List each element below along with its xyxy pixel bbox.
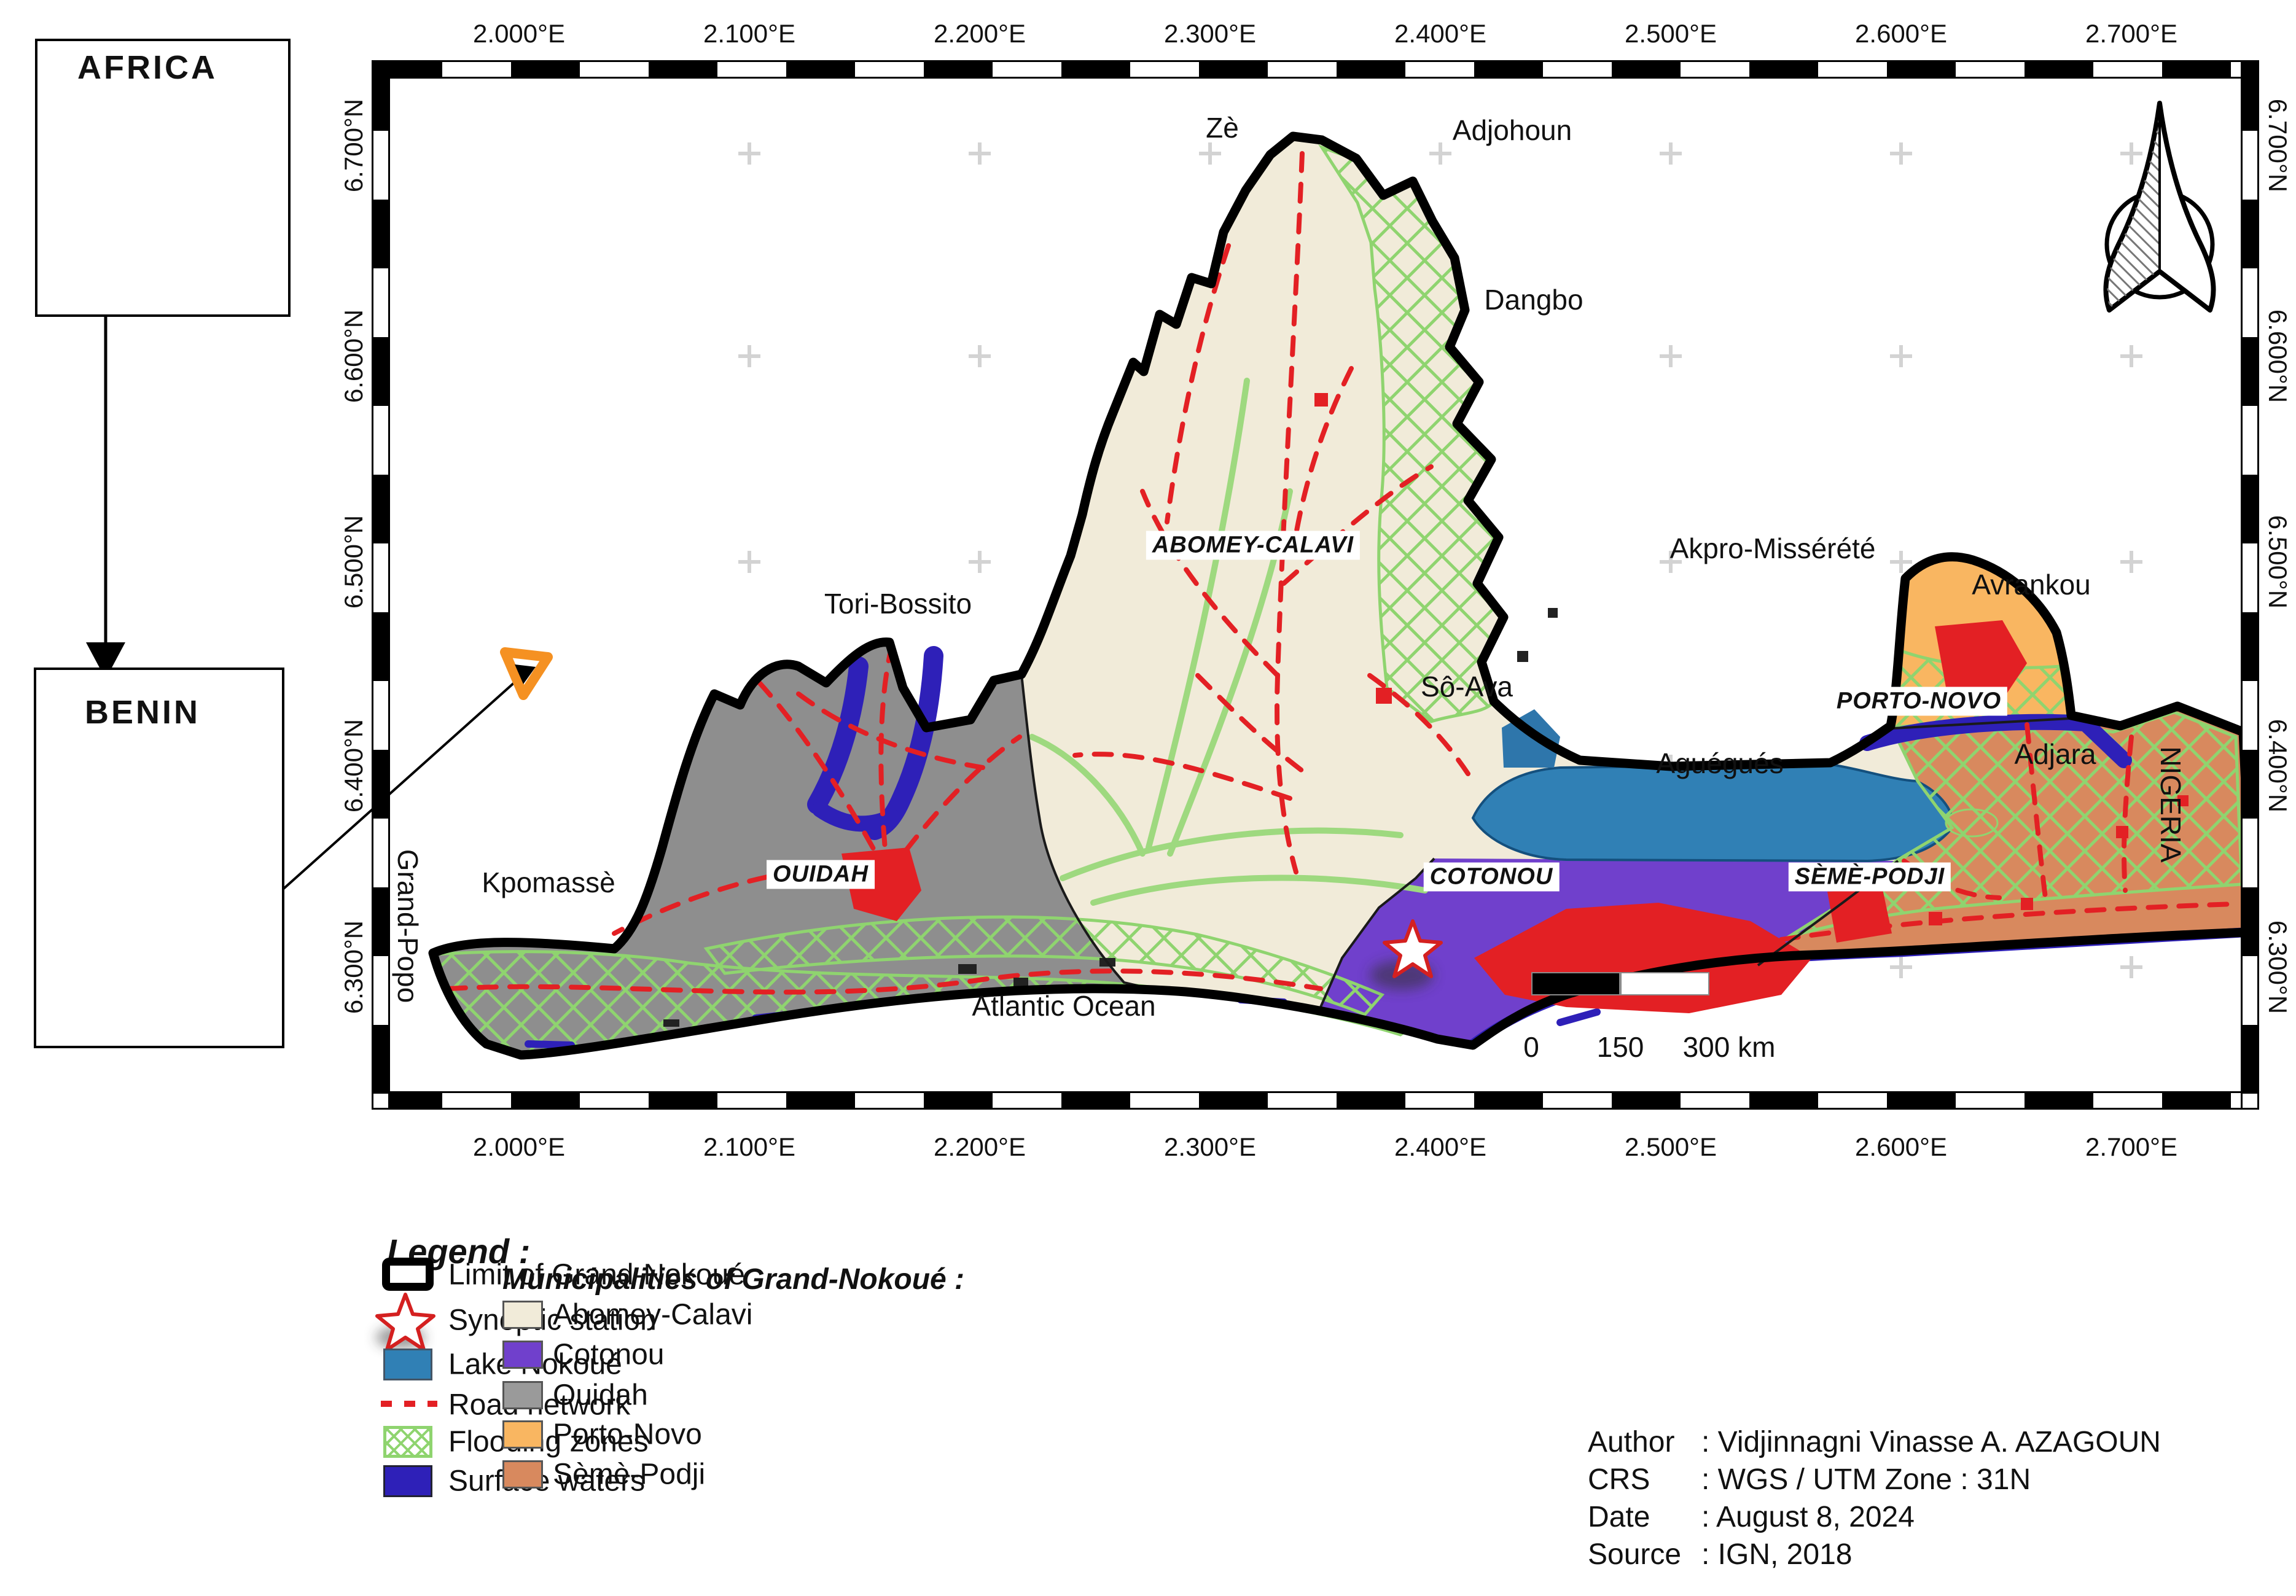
legend-porto-novo-label: Porto-Novo [553, 1418, 702, 1451]
axis-left-3: 6.400°N [339, 718, 368, 813]
axis-bottom-7: 2.700°E [2085, 1132, 2177, 1161]
label-grand-popo: Grand-Popo [392, 849, 424, 1003]
credit-crs: CRS: WGS / UTM Zone : 31N [1588, 1463, 2031, 1496]
legend-lake-swatch [383, 1349, 432, 1380]
legend-abomey-label: Abomey-Calavi [553, 1298, 753, 1331]
label-cotonou: COTONOU [1423, 862, 1560, 892]
legend-limit-label: Limit of Grand-Nokoué [448, 1258, 745, 1291]
legend-abomey-swatch [502, 1301, 543, 1329]
axis-right-2: 6.500°N [2263, 515, 2292, 609]
benin-inset-title: BENIN [84, 694, 201, 731]
label-kpomasse: Kpomassè [482, 866, 615, 898]
axis-top-2: 2.200°E [934, 19, 1026, 48]
axis-right-0: 6.700°N [2263, 98, 2292, 193]
axis-top-4: 2.400°E [1394, 19, 1486, 48]
study-area-pointer-icon [500, 647, 553, 700]
legend-limit-swatch [382, 1258, 434, 1291]
legend-synoptic-station-icon [375, 1293, 435, 1352]
scalebar-300: 300 km [1682, 1031, 1776, 1063]
label-atlantic-ocean: Atlantic Ocean [972, 990, 1156, 1022]
axis-left-1: 6.600°N [339, 309, 368, 403]
axis-left-0: 6.700°N [339, 98, 368, 193]
label-aguegues: Aguégués [1656, 747, 1784, 779]
africa-inset-title: AFRICA [77, 49, 217, 86]
axis-bottom-1: 2.100°E [703, 1132, 795, 1161]
axis-bottom-2: 2.200°E [934, 1132, 1026, 1161]
axis-bottom-5: 2.500°E [1625, 1132, 1717, 1161]
label-adjara: Adjara [2014, 738, 2096, 770]
axis-bottom-4: 2.400°E [1394, 1132, 1486, 1161]
axis-right-3: 6.400°N [2263, 718, 2292, 813]
axis-bottom-6: 2.600°E [1855, 1132, 1947, 1161]
label-seme-podji: SÈMÈ-PODJI [1788, 862, 1951, 892]
legend-cotonou-swatch [502, 1341, 543, 1369]
road-network [446, 151, 2238, 995]
label-dangbo: Dangbo [1484, 284, 1583, 316]
scalebar-150: 150 [1596, 1031, 1644, 1063]
label-porto-novo: PORTO-NOVO [1830, 687, 2008, 716]
label-ze: Zè [1206, 112, 1239, 144]
legend-road-swatch [381, 1401, 437, 1407]
compass-rose-icon [2103, 101, 2216, 313]
legend-surface-label: Surface waters [448, 1465, 646, 1498]
axis-top-3: 2.300°E [1164, 19, 1256, 48]
legend-porto-novo-swatch [502, 1420, 543, 1449]
scalebar-0: 0 [1523, 1031, 1539, 1063]
label-avrankou: Avrankou [1972, 569, 2091, 601]
legend-surface-swatch [383, 1465, 432, 1497]
scalebar-white-segment [1620, 972, 1709, 995]
grand-nokoue-map-content [428, 101, 2241, 1060]
axis-bottom-3: 2.300°E [1164, 1132, 1256, 1161]
legend-seme-podji-label: Sèmè-Podji [553, 1458, 706, 1491]
credit-author: Author: Vidjinnagni Vinasse A. AZAGOUN [1588, 1426, 2161, 1458]
municipal-borders [1020, 674, 2071, 1008]
urban-areas [841, 393, 2189, 1013]
credit-date: Date: August 8, 2024 [1588, 1501, 1915, 1533]
legend-flooding-label: Flooding zones [448, 1425, 649, 1458]
axis-top-0: 2.000°E [473, 19, 565, 48]
axis-right-4: 6.300°N [2263, 920, 2292, 1014]
label-akpro-misserete: Akpro-Missérété [1669, 532, 1876, 564]
axis-right-1: 6.600°N [2263, 309, 2292, 403]
credit-source: Source: IGN, 2018 [1588, 1538, 1853, 1571]
synoptic-station-marker [1370, 919, 1443, 990]
axis-left-4: 6.300°N [339, 920, 368, 1014]
legend-ouidah-label: Ouidah [553, 1379, 648, 1412]
credits-block: Author: Vidjinnagni Vinasse A. AZAGOUN C… [1588, 1423, 2161, 1573]
legend-seme-podji-swatch [502, 1460, 543, 1489]
legend-cotonou-label: Cotonou [553, 1338, 665, 1371]
legend-municipalities-title: Municipalities of Grand-Nokoué : [502, 1263, 965, 1296]
label-ouidah: OUIDAH [767, 860, 875, 889]
axis-top-5: 2.500°E [1625, 19, 1717, 48]
axis-bottom-0: 2.000°E [473, 1132, 565, 1161]
benin-inset-box [34, 668, 284, 1048]
label-abomey-calavi: ABOMEY-CALAVI [1146, 531, 1361, 560]
down-arrowhead [86, 642, 125, 679]
label-so-ava: Sô-Ava [1420, 671, 1513, 703]
axis-top-6: 2.600°E [1855, 19, 1947, 48]
legend-station-label: Synoptic station [448, 1304, 657, 1337]
legend-ouidah-swatch [502, 1381, 543, 1409]
africa-inset-box [35, 39, 291, 317]
legend-flooding-swatch [383, 1426, 432, 1458]
scalebar-black-segment [1531, 972, 1620, 995]
axis-top-7: 2.700°E [2085, 19, 2177, 48]
axis-top-1: 2.100°E [703, 19, 795, 48]
label-nigeria: NIGERIA [2155, 746, 2187, 863]
inset-connectors [86, 175, 553, 967]
label-tori-bossito: Tori-Bossito [824, 588, 972, 620]
limit-grand-nokoue [428, 131, 2241, 1060]
axis-left-2: 6.500°N [339, 515, 368, 609]
label-adjohoun: Adjohoun [1452, 114, 1572, 146]
